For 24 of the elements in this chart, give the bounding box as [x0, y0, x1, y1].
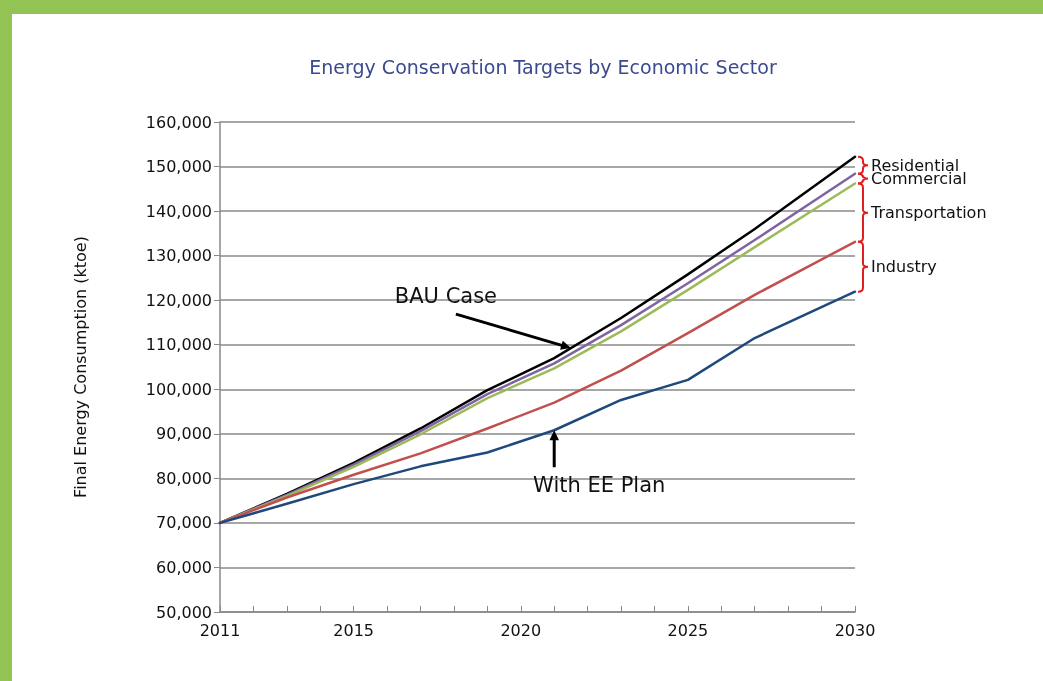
chart-title: Energy Conservation Targets by Economic Sector — [309, 55, 777, 78]
y-tick-label: 90,000 — [156, 424, 212, 444]
x-tick-label: 2025 — [667, 620, 709, 640]
y-axis-title: Final Energy Consumption (ktoe) — [70, 236, 90, 498]
y-tick-label: 160,000 — [145, 112, 212, 132]
y-tick-label: 100,000 — [145, 379, 212, 399]
x-tick-label: 2011 — [199, 620, 241, 640]
y-tick-label: 150,000 — [145, 157, 212, 177]
y-tick-label: 60,000 — [156, 557, 212, 577]
text: Commercial — [871, 169, 967, 189]
y-tick-label: 50,000 — [156, 602, 212, 622]
y-tick-label: 140,000 — [145, 201, 212, 221]
annotation: With EE Plan — [533, 473, 666, 498]
y-tick-label: 70,000 — [156, 513, 212, 533]
y-tick-label: 130,000 — [145, 246, 212, 266]
y-tick-label: 80,000 — [156, 468, 212, 488]
text: Transportation — [870, 203, 987, 223]
y-tick-label: 110,000 — [145, 335, 212, 355]
x-tick-label: 2015 — [333, 620, 375, 640]
x-tick-label: 2030 — [834, 620, 876, 640]
text: Industry — [871, 257, 937, 277]
annotation: BAU Case — [394, 284, 498, 309]
x-tick-label: 2020 — [500, 620, 542, 640]
y-tick-label: 120,000 — [145, 290, 212, 310]
